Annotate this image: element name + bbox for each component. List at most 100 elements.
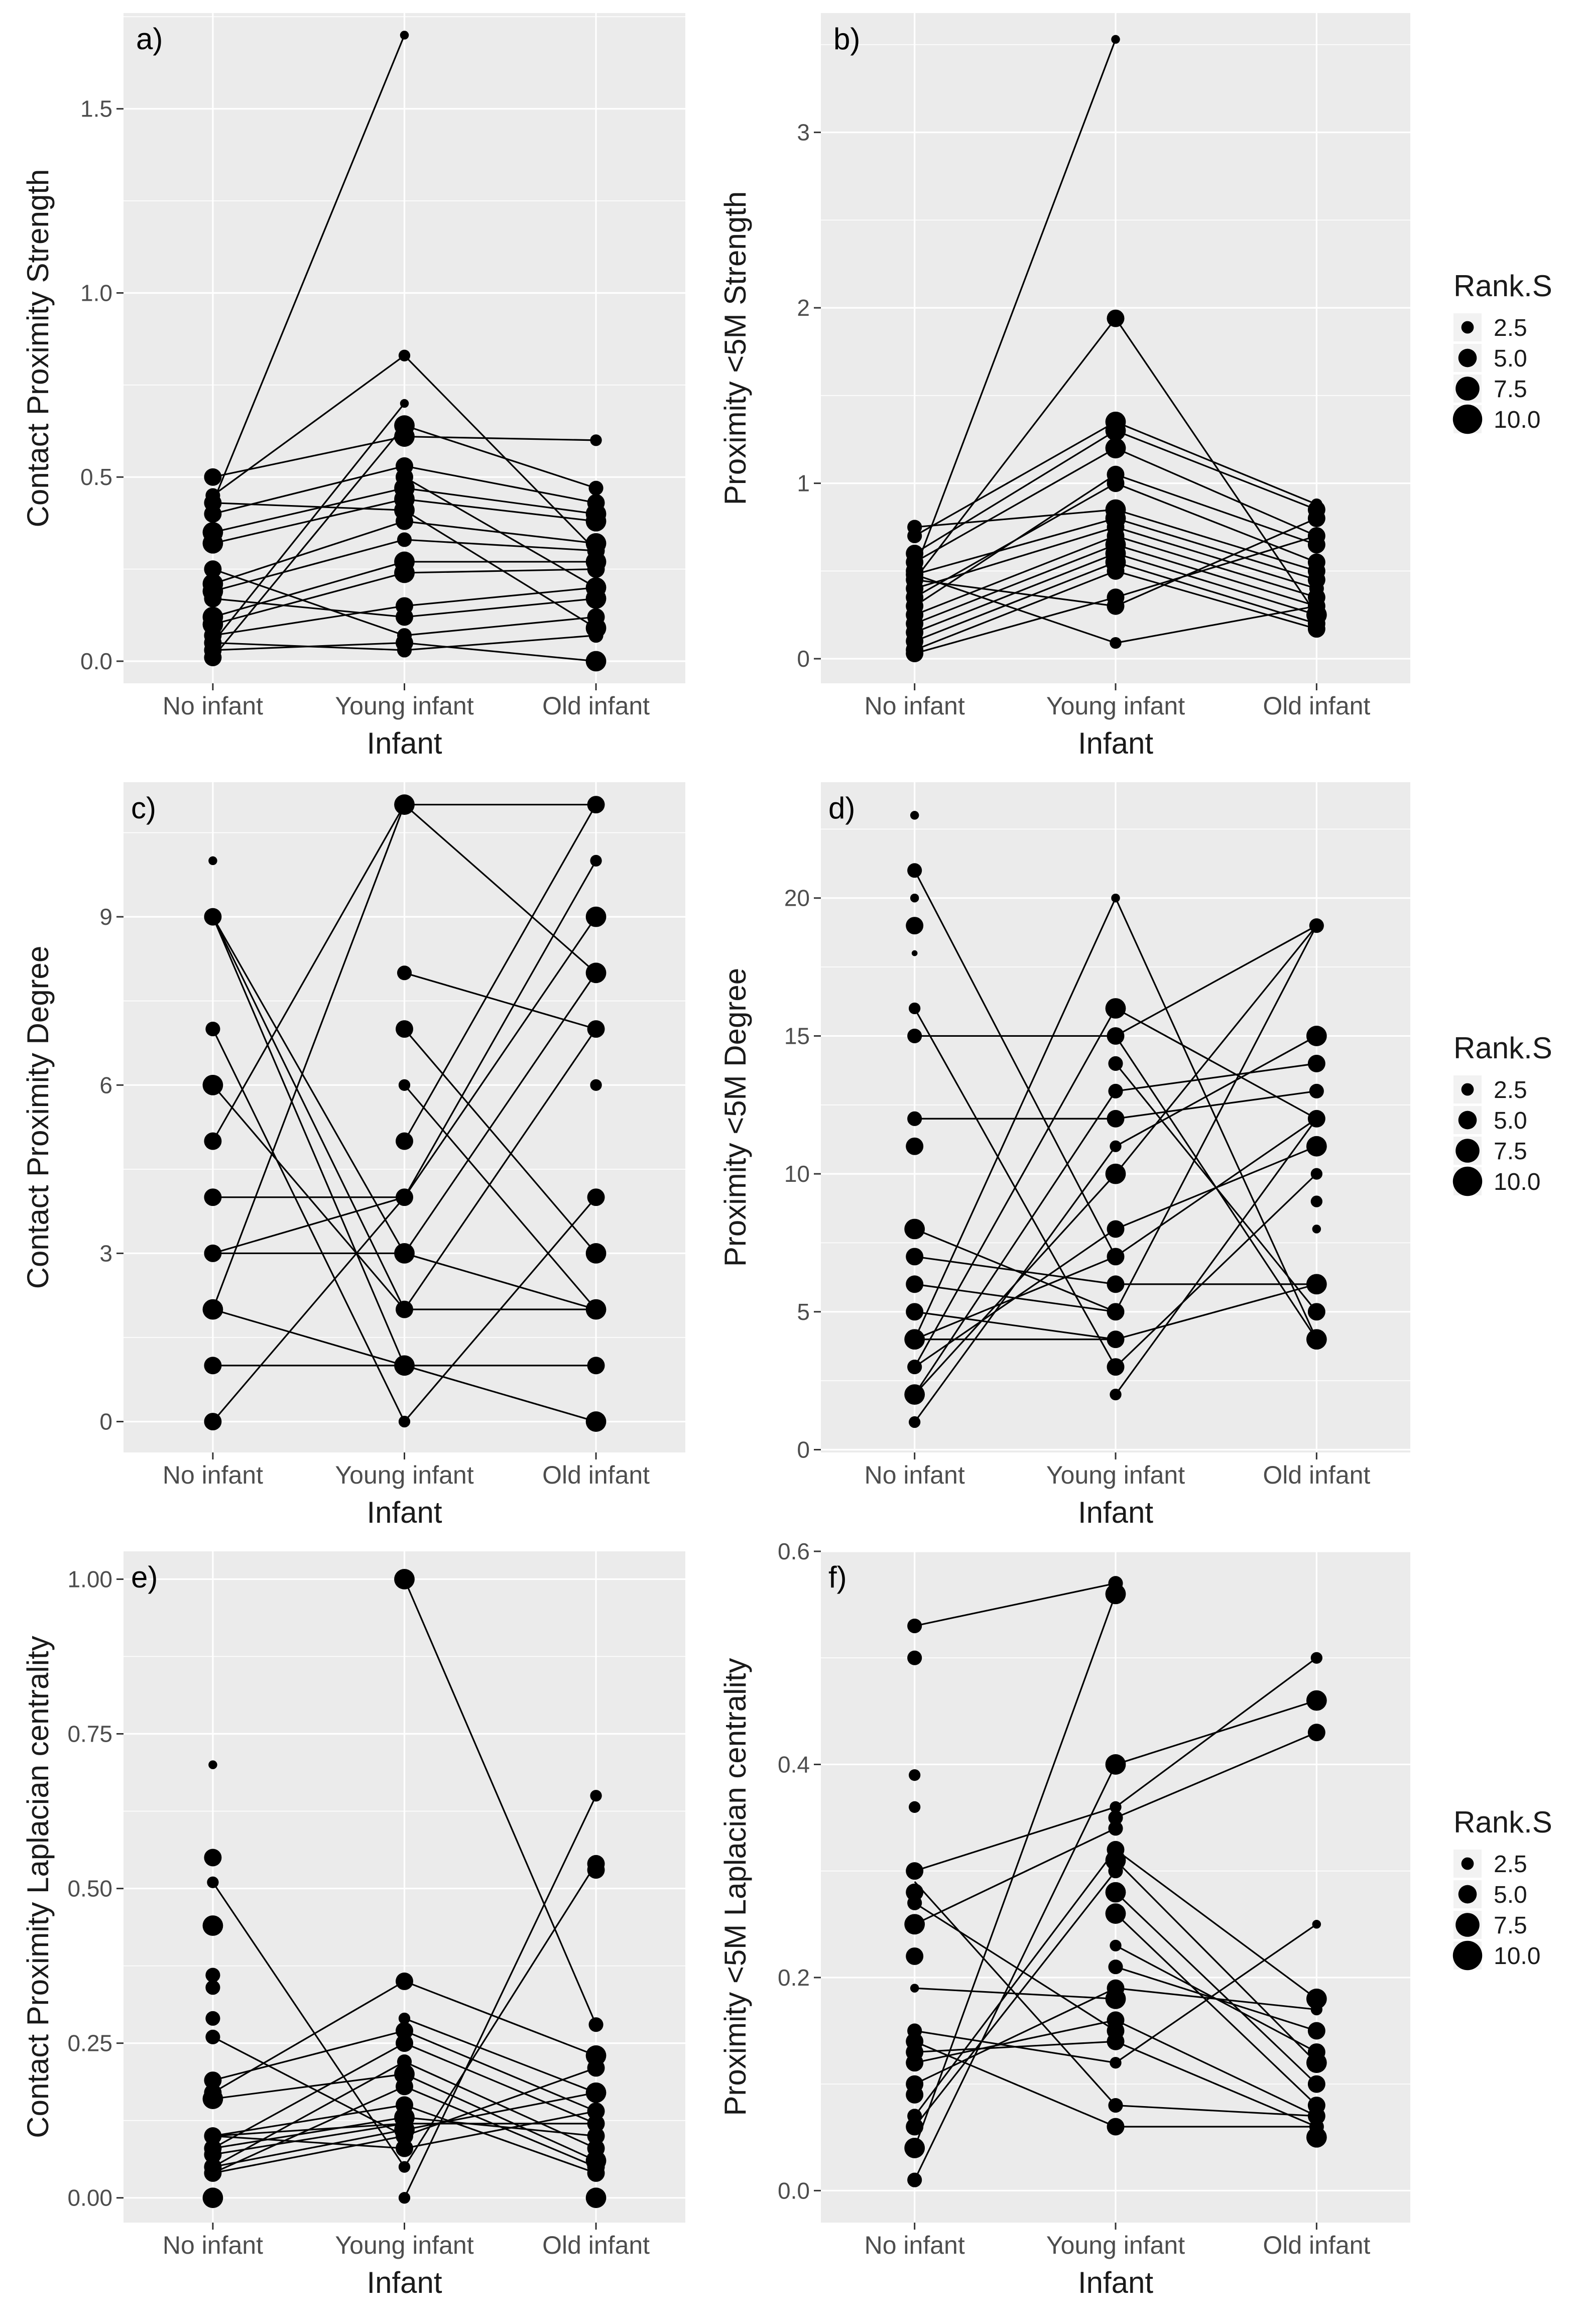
y-axis-title: Proximity <5M Degree (718, 968, 752, 1267)
data-point (396, 1132, 413, 1150)
connection-line (914, 447, 1116, 563)
x-tick-label: Old infant (1263, 2231, 1370, 2259)
data-point (396, 2139, 413, 2157)
data-point (587, 796, 605, 814)
data-point (907, 1028, 922, 1044)
data-point (397, 965, 412, 981)
y-tick-label: 9 (99, 904, 112, 930)
data-point (585, 511, 606, 532)
legend-title: Rank.S (1453, 269, 1552, 303)
data-point (394, 1355, 415, 1376)
connection-line (914, 535, 1116, 616)
connection-line (404, 1980, 596, 2056)
data-point (585, 1299, 606, 1320)
data-point (909, 1801, 921, 1813)
data-point (907, 863, 922, 878)
data-point (204, 2071, 222, 2090)
data-point (909, 1416, 921, 1428)
data-point (204, 2164, 222, 2182)
data-point (204, 2127, 222, 2145)
connection-line (404, 597, 596, 618)
connection-line (914, 1870, 1117, 2127)
x-axis-title: Infant (367, 1496, 442, 1529)
data-point (1307, 2075, 1325, 2093)
panel-label: b) (833, 22, 860, 56)
connection-line (914, 1594, 1117, 2148)
connection-line (404, 1028, 597, 1254)
data-point (1306, 2052, 1327, 2073)
data-point (1307, 1110, 1325, 1128)
data-point (585, 2045, 606, 2066)
data-point (1110, 1388, 1122, 1401)
connection-line (212, 354, 405, 497)
data-point (202, 1299, 223, 1320)
data-point (400, 399, 409, 408)
data-point (585, 1411, 606, 1432)
data-point (1107, 1110, 1125, 1128)
data-point (1105, 1882, 1126, 1903)
connection-line (404, 539, 596, 552)
data-point (396, 1020, 413, 1038)
connection-line (914, 39, 1117, 571)
data-point (1307, 620, 1325, 638)
y-tick-label: 0.0 (80, 648, 112, 674)
data-point (204, 1188, 222, 1206)
connection-line (1115, 535, 1317, 598)
data-point (1310, 1195, 1322, 1207)
data-point (1105, 1163, 1126, 1184)
connection-line (1115, 1923, 1317, 2063)
data-point (1312, 1920, 1321, 1929)
data-point (204, 1132, 222, 1150)
data-point (396, 2034, 413, 2052)
data-point (1111, 35, 1120, 44)
data-point (400, 31, 409, 40)
data-point (906, 1883, 924, 1901)
panel-label: f) (828, 1560, 847, 1594)
connection-line (914, 1311, 1116, 1340)
x-axis-title: Infant (367, 2266, 442, 2299)
panel-b: 0 1 2 3 No infant Young infant Old infant Infan… (718, 13, 1410, 760)
data-point (398, 2161, 411, 2173)
legend-key-point (1452, 1940, 1483, 1971)
connection-line (1115, 1008, 1317, 1120)
data-point (1108, 1056, 1123, 1071)
connection-line (404, 465, 596, 504)
data-point (906, 1303, 924, 1321)
connection-line (1115, 1283, 1317, 1340)
y-tick-label: 0.5 (80, 464, 112, 490)
panels-layer: 0.0 0.5 1.0 1.5 No infant Young infant Old inf… (21, 13, 1410, 2299)
x-tick-label: Young infant (335, 692, 473, 720)
connection-line (404, 972, 597, 1254)
data-point (585, 2082, 606, 2103)
legend-key-point (1458, 1885, 1477, 1904)
data-point (204, 505, 222, 523)
connection-line (914, 1173, 1117, 1395)
legend-1: Rank.S 2.5 5.0 7.5 10.0 (1452, 269, 1552, 434)
data-point (205, 1980, 220, 1995)
data-point (904, 1914, 925, 1935)
data-point (204, 1244, 222, 1262)
data-point (1306, 1690, 1327, 1711)
legend-label: 2.5 (1494, 1077, 1527, 1104)
connection-line (212, 1196, 405, 1422)
connection-lines (212, 1578, 597, 2198)
y-tick-label: 0.25 (67, 2030, 112, 2056)
connection-line (1115, 2019, 1317, 2117)
data-point (398, 2012, 411, 2025)
data-point (1107, 597, 1125, 615)
data-point (1307, 1303, 1325, 1321)
connection-line (404, 642, 596, 662)
connection-lines (914, 1582, 1317, 2180)
connection-line (914, 509, 1116, 528)
y-tick-label: 0.6 (778, 1538, 810, 1564)
connection-line (212, 804, 405, 1142)
data-point (1307, 2107, 1325, 2125)
data-point (590, 854, 602, 867)
x-tick-label: Old infant (542, 2231, 650, 2259)
x-tick-label: Old infant (1263, 692, 1370, 720)
data-point (396, 512, 413, 530)
y-axis-title: Contact Proximity Degree (21, 946, 55, 1289)
connection-line (1115, 925, 1317, 1175)
connection-line (914, 596, 1116, 655)
data-point (904, 1218, 925, 1240)
